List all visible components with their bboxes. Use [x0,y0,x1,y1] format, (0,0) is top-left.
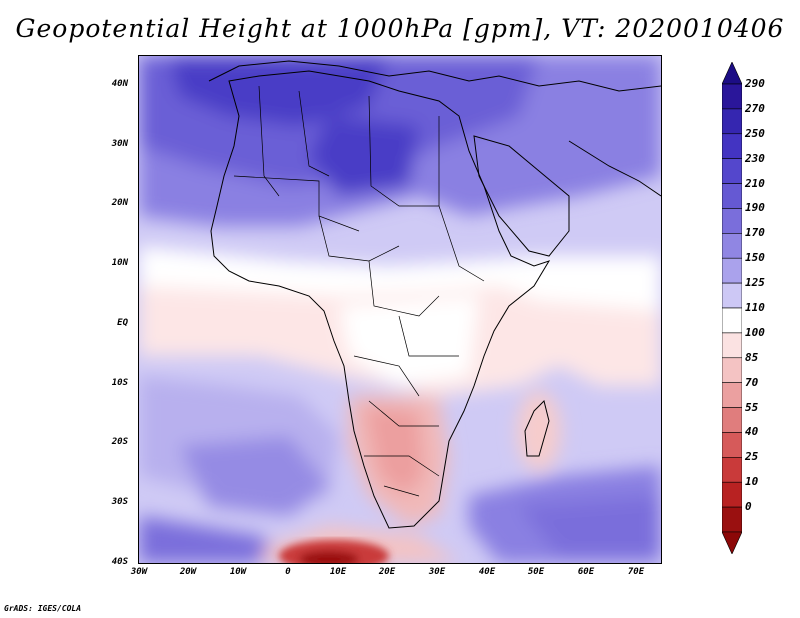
lon-label-40e: 40E [478,567,496,577]
colorbar-level-label: 55 [745,400,759,414]
coastlines [208,60,661,529]
lat-label-30s: 30S [111,497,128,507]
colorbar-segment [722,432,742,458]
colorbar-level-label: 150 [745,251,765,265]
colorbar-segment [722,307,742,334]
lon-label-20e: 20E [378,567,396,577]
colorbar-top-cap [722,62,742,85]
lon-label-10w: 10W [229,567,247,577]
colorbar-level-label: 70 [745,375,759,389]
lon-label-20w: 20W [179,567,197,577]
lat-label-30n: 30N [111,139,128,149]
height-field [139,56,661,563]
southern-low [279,540,389,563]
lon-label-50e: 50E [527,567,545,577]
colorbar-level-label: 40 [745,425,759,439]
colorbar-level-label: 10 [745,475,759,489]
colorbar-level-label: 0 [745,500,752,514]
map-panel [138,55,662,564]
colorbar-level-label: 190 [745,201,765,215]
lat-label-eq: EQ [117,318,128,328]
lat-label-20n: 20N [111,198,128,208]
colorbar-segment [722,407,742,433]
colorbar-segment [722,357,742,383]
colorbar-segment [722,332,742,359]
colorbar-segment [722,183,742,209]
colorbar-level-label: 230 [745,151,765,165]
chart-title: Geopotential Height at 1000hPa [gpm], VT… [15,14,785,43]
lat-label-40n: 40N [111,79,128,89]
colorbar-segment [722,208,742,234]
colorbar-level-label: 25 [745,450,759,464]
lat-label-20s: 20S [111,437,128,447]
credit-text: GrADS: IGES/COLA [4,604,82,613]
colorbar-level-label: 110 [745,301,765,314]
colorbar-level-label: 170 [745,226,765,240]
colorbar-segment [722,282,742,309]
colorbar-segment [722,158,742,184]
colorbar-segment [722,506,742,533]
lon-label-10e: 10E [329,567,347,577]
geopotential-map [139,56,661,563]
colorbar-segment [722,233,742,259]
lon-label-0: 0 [285,567,291,577]
lon-label-30w: 30W [130,567,148,577]
colorbar-level-label: 100 [745,325,765,339]
colorbar-level-label: 85 [745,350,759,364]
colorbar-segment [722,83,742,110]
lat-label-10n: 10N [111,258,128,268]
colorbar-segment [722,481,742,508]
lon-label-70e: 70E [627,567,645,577]
colorbar [722,62,742,554]
colorbar-level-label: 290 [745,77,765,90]
colorbar-segment [722,133,742,159]
colorbar-segment [722,257,742,284]
colorbar-level-label: 210 [745,176,765,190]
colorbar-segment [722,382,742,408]
colorbar-bottom-cap [722,531,742,554]
country-borders [233,85,485,497]
colorbar-level-label: 125 [745,276,765,290]
lon-label-30e: 30E [428,567,446,577]
lon-label-60e: 60E [577,567,595,577]
colorbar-level-label: 250 [745,126,765,140]
lat-label-40s: 40S [111,557,128,567]
lat-label-10s: 10S [111,378,128,388]
colorbar-level-label: 270 [745,101,765,115]
colorbar-segment [722,457,742,483]
colorbar-segment [722,108,742,135]
